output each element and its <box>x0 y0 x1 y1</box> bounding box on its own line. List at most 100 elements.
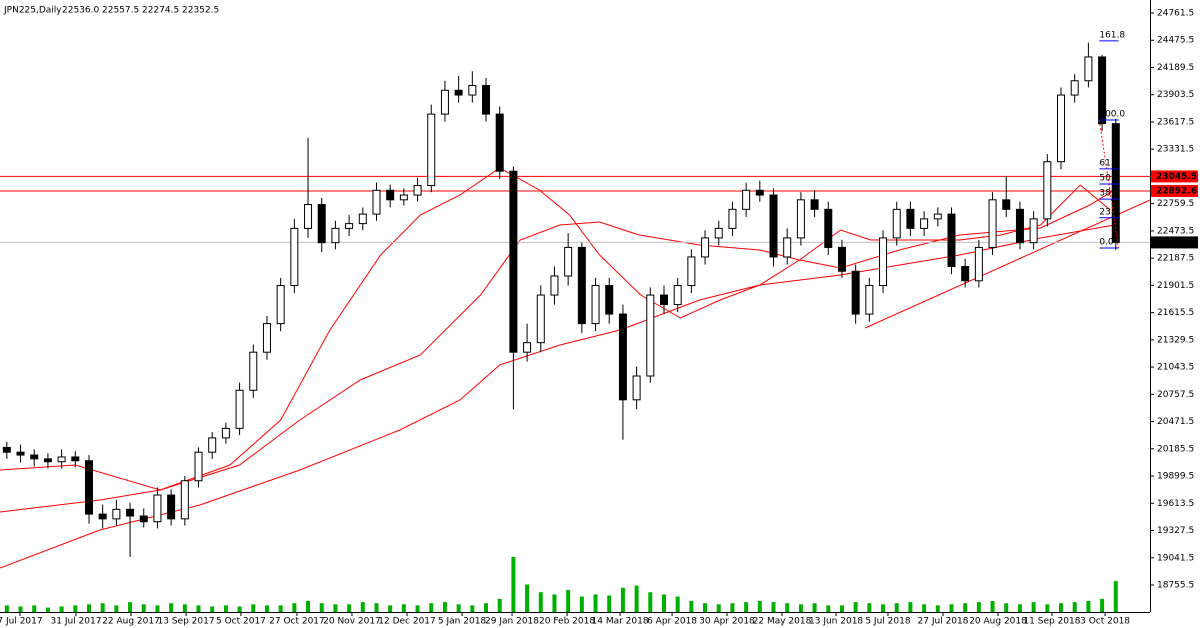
y-tick-label: 24189.5 <box>1157 63 1194 73</box>
volume-bar <box>1113 581 1118 612</box>
candle-body <box>728 208 737 229</box>
candle-body <box>167 494 176 520</box>
y-tick-label: 21329.5 <box>1157 335 1194 345</box>
volume-bar <box>497 598 502 612</box>
candle-body <box>112 508 121 520</box>
volume-bar <box>525 584 530 612</box>
volume-bar <box>306 601 311 612</box>
fib-label: 100.0 <box>1099 110 1125 120</box>
candle-body <box>783 237 792 258</box>
volume-bar <box>1031 602 1036 612</box>
x-tick-label: 3 Oct 2018 <box>1080 617 1130 627</box>
x-tick-label: 11 Sep 2018 <box>1023 617 1080 627</box>
volume-bar <box>415 605 420 612</box>
volume-bar <box>292 603 297 612</box>
x-tick-label: 31 Jul 2017 <box>51 617 102 627</box>
volume-bar <box>237 606 242 612</box>
volume-bar <box>689 601 694 612</box>
volume-bar <box>881 604 886 612</box>
moving-average <box>0 224 1115 569</box>
volume-bar <box>1059 603 1064 612</box>
candle-body <box>153 494 162 523</box>
volume-bar <box>251 604 256 612</box>
chart-header: JPN225,Daily <box>3 6 62 16</box>
candle-body <box>673 285 682 306</box>
candle-body <box>495 113 504 172</box>
volume-bar <box>826 605 831 612</box>
candle-body <box>988 199 997 248</box>
volume-bar <box>223 605 228 612</box>
y-tick-label: 23617.5 <box>1157 117 1194 127</box>
candle-body <box>317 204 326 244</box>
candle-body <box>1084 56 1093 82</box>
price-label: 23045.5 <box>1156 172 1197 182</box>
candle-body <box>865 285 874 315</box>
price-label-box <box>1151 236 1198 249</box>
volume-bar <box>182 604 187 612</box>
volume-bar <box>141 604 146 612</box>
candle-body <box>399 194 408 201</box>
moving-average <box>0 189 1115 513</box>
candle-body <box>1111 123 1120 243</box>
volume-bar <box>922 604 927 612</box>
volume-bar <box>169 603 174 612</box>
candle-body <box>57 456 66 463</box>
candle-body <box>290 227 299 287</box>
candle-body <box>304 204 313 229</box>
price-label: 22892.6 <box>1156 186 1197 196</box>
y-tick-label: 22759.5 <box>1157 199 1194 209</box>
x-tick-label: 5 Jan 2018 <box>438 617 486 627</box>
x-tick-label: 5 Oct 2017 <box>216 617 266 627</box>
volume-bar <box>210 606 215 612</box>
candle-body <box>509 170 518 353</box>
volume-bar <box>18 606 23 612</box>
candle-body <box>1002 199 1011 210</box>
x-tick-label: 7 Jul 2017 <box>0 617 43 627</box>
candle-body <box>824 208 833 248</box>
header-ohlc: 22536.0 <box>62 6 99 16</box>
x-tick-label: 20 Nov 2017 <box>323 617 381 627</box>
candle-body <box>413 185 422 196</box>
candle-body <box>1057 94 1066 163</box>
volume-bar <box>347 604 352 612</box>
candle-body <box>933 213 942 220</box>
header-ohlc: 22274.5 <box>142 6 179 16</box>
fib-label: 38.2 <box>1099 189 1119 199</box>
candle-body <box>851 270 860 315</box>
volume-bar <box>1086 601 1091 612</box>
fib-label: 23.6 <box>1099 207 1119 217</box>
y-tick-label: 22473.5 <box>1157 226 1194 236</box>
volume-bar <box>264 605 269 612</box>
candle-body <box>618 313 627 401</box>
candle-body <box>386 189 395 201</box>
candle-body <box>892 208 901 239</box>
volume-bar <box>429 603 434 612</box>
candle-body <box>43 458 52 463</box>
fib-label: 161.8 <box>1099 30 1125 40</box>
candle-body <box>427 113 436 187</box>
volume-bar <box>196 605 201 612</box>
volume-bar <box>319 603 324 612</box>
volume-bar <box>32 605 37 612</box>
volume-bar <box>86 604 91 612</box>
x-tick-label: 14 Mar 2018 <box>592 617 649 627</box>
candle-body <box>1098 56 1107 125</box>
volume-bar <box>374 603 379 612</box>
volume-bar <box>360 602 365 612</box>
volume-bar <box>1072 602 1077 612</box>
y-tick-label: 19327.5 <box>1157 526 1194 536</box>
candle-body <box>345 223 354 229</box>
candle-body <box>879 237 888 287</box>
volume-bar <box>552 594 557 612</box>
candle-body <box>482 85 491 115</box>
price-label-box <box>1151 170 1198 183</box>
candle-body <box>742 189 751 210</box>
y-tick-label: 24761.5 <box>1157 9 1194 19</box>
candle-body <box>276 285 285 325</box>
volume-bar <box>1100 598 1105 612</box>
candle-body <box>659 294 668 306</box>
candle-body <box>796 199 805 239</box>
candle-body <box>16 451 25 456</box>
candle-body <box>810 199 819 210</box>
